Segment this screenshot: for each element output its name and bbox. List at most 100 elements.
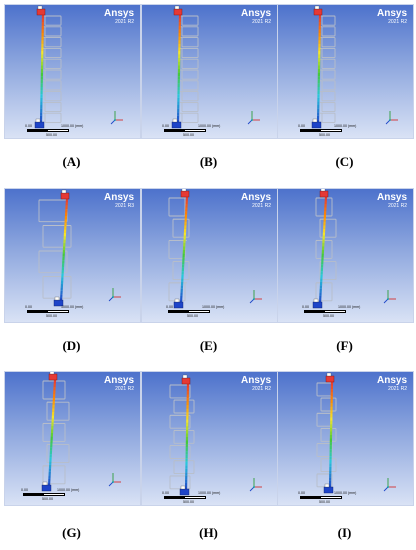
frame-boxes [38, 199, 72, 299]
scale-start-label: 0.00 [162, 124, 169, 128]
scale-bar-fill [169, 311, 189, 312]
support-cap-icon [174, 298, 180, 303]
panel-caption: (A) [62, 154, 81, 169]
frame-box [44, 26, 62, 37]
contour-spine [179, 196, 189, 304]
scale-start-label: 0.00 [298, 491, 305, 495]
scale-start-label: 0.00 [302, 305, 309, 309]
frame-box [321, 26, 336, 37]
frame-boxes [320, 15, 336, 123]
scale-start-label: 0.00 [298, 124, 305, 128]
contour-spine [176, 14, 182, 124]
frame-box [321, 112, 336, 123]
fea-model [41, 372, 121, 492]
scale-start-label: 0.00 [21, 488, 28, 492]
frame-box [321, 37, 336, 48]
viewport[interactable]: Ansys 2021 R2 0.00 1000.00 (mm) 500.00 [277, 371, 414, 506]
frame-box [44, 58, 62, 69]
support-bottom-icon [34, 121, 45, 129]
scale-mid-label: 500.00 [46, 313, 57, 318]
frame-box [181, 47, 199, 59]
brand-version: 2021 R3 [115, 203, 134, 209]
support-cap-icon [324, 483, 330, 488]
viewport[interactable]: Ansys 2021 R2 0.00 1000.00 (mm) 500.00 [141, 188, 278, 323]
scale-start-label: 0.00 [162, 491, 169, 495]
brand-name: Ansys [103, 192, 134, 203]
viewport[interactable]: Ansys 2021 R2 0.00 1000.00 (mm) 500.00 [4, 4, 141, 139]
support-cap-icon [326, 372, 332, 377]
axis-origin [112, 481, 114, 483]
panel-caption: (D) [62, 338, 81, 353]
frame-box [319, 218, 337, 238]
axis-origin [387, 486, 389, 488]
support-bottom-icon [311, 121, 322, 129]
panel-caption: (I) [337, 525, 352, 540]
scale-end-label: 1000.00 (mm) [334, 124, 357, 128]
viewport[interactable]: Ansys 2021 R2 0.00 1000.00 (mm) 500.00 [141, 4, 278, 139]
scale-start-label: 0.00 [25, 124, 32, 128]
viewport[interactable]: Ansys 2021 R2 0.00 1000.00 (mm) 500.00 [141, 371, 278, 506]
frame-boxes [180, 15, 199, 123]
scale-bar-fill [28, 311, 48, 312]
scale-bar [164, 496, 206, 499]
axis-z [383, 298, 389, 304]
scale-bar-fill [24, 494, 44, 495]
support-top-icon [313, 8, 323, 16]
scale-start-label: 0.00 [25, 305, 32, 309]
ansys-logo: Ansys 2021 R2 [377, 375, 407, 392]
frame-box [42, 465, 66, 485]
axis-origin [389, 119, 391, 121]
viewport[interactable]: Ansys 2021 R3 0.00 1000.00 (mm) 500.00 [4, 188, 141, 323]
axis-triad-icon [383, 290, 396, 304]
axis-origin [387, 298, 389, 300]
axis-origin [253, 298, 255, 300]
ansys-logo: Ansys 2021 R2 [377, 192, 407, 209]
fea-model [34, 5, 123, 129]
viewport[interactable]: Ansys 2021 R2 0.00 1000.00 (mm) 500.00 [4, 371, 141, 506]
scale-end-label: 1000.00 (mm) [198, 124, 221, 128]
scale-bar [23, 493, 65, 496]
scale-end-label: 1000.00 (mm) [57, 488, 80, 492]
axis-triad-icon [383, 478, 396, 492]
contour-spine [47, 379, 57, 487]
frame-box [173, 429, 195, 444]
frame-box [181, 112, 199, 123]
frame-box [181, 101, 199, 113]
support-cap-icon [42, 481, 48, 486]
support-cap-icon [313, 298, 319, 303]
support-cap-icon [182, 374, 188, 379]
ansys-logo: Ansys 2021 R2 [241, 375, 271, 392]
scale-mid-label: 500.00 [42, 496, 53, 501]
contour-spine [316, 14, 322, 124]
scale-mid-label: 500.00 [183, 132, 194, 137]
axis-triad-icon [385, 111, 398, 125]
support-cap-icon [49, 372, 55, 375]
support-top-icon [319, 190, 329, 198]
brand-name: Ansys [240, 8, 271, 19]
scale-bar [300, 129, 342, 132]
scale-bar-fill [301, 130, 321, 131]
frame-box [320, 427, 337, 442]
viewport[interactable]: Ansys 2021 R2 0.00 1000.00 (mm) 500.00 [277, 4, 414, 139]
fea-model [38, 189, 121, 307]
contour-spine [318, 196, 328, 304]
viewport[interactable]: Ansys 2021 R2 0.00 1000.00 (mm) 500.00 [277, 188, 414, 323]
support-cap-icon [180, 485, 186, 490]
support-bottom-icon [173, 301, 184, 309]
ansys-logo: Ansys 2021 R2 [241, 8, 271, 25]
frame-box [44, 69, 62, 80]
fea-model [169, 374, 262, 496]
panel-c: Ansys 2021 R2 0.00 1000.00 (mm) 500.00 (C) [277, 4, 414, 169]
axis-triad-icon [249, 290, 262, 304]
brand-name: Ansys [240, 192, 271, 203]
axis-z [110, 119, 116, 125]
scale-bar-fill [305, 311, 325, 312]
scale-end-label: 1000.00 (mm) [61, 305, 84, 309]
frame-box [42, 276, 72, 299]
frame-box [172, 261, 190, 281]
frame-box [42, 422, 66, 442]
panel-caption: (H) [199, 525, 218, 540]
frame-box [181, 58, 199, 69]
frame-box [321, 69, 336, 80]
scale-mid-label: 500.00 [319, 132, 330, 137]
